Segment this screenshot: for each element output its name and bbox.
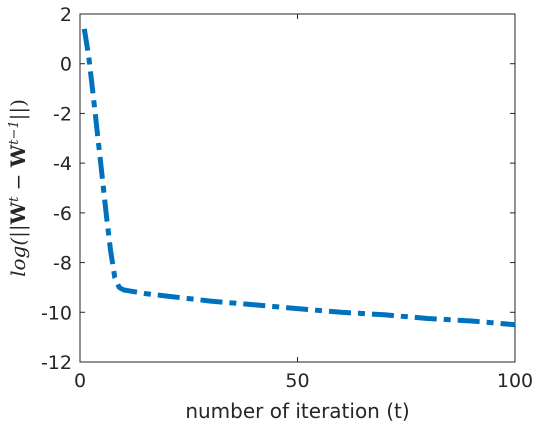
- y-tick-label: -10: [41, 302, 72, 324]
- y-tick-label: 0: [60, 54, 72, 76]
- y-label-w2: W: [6, 144, 30, 168]
- y-tick-label: -6: [53, 203, 72, 225]
- series-line: [81, 28, 516, 328]
- y-label-sup2: t−1: [7, 120, 22, 144]
- y-axis-ticks: 2 0 -2 -4 -6 -8 -10 -12: [41, 4, 515, 374]
- y-tick-label: -2: [53, 103, 72, 125]
- y-label-minus: −: [6, 167, 30, 196]
- y-tick-label: -12: [41, 352, 72, 374]
- y-tick-label: 2: [60, 4, 72, 26]
- y-label-sup1: t: [7, 196, 22, 202]
- x-axis-label: number of iteration (t): [185, 399, 409, 423]
- y-label-w1: W: [6, 201, 30, 225]
- x-tick-label: 0: [74, 370, 86, 392]
- series-layer: [81, 28, 516, 328]
- x-tick-label: 100: [497, 370, 533, 392]
- y-label-suffix: ||): [6, 99, 31, 120]
- y-axis-label: log(||Wt − Wt−1||): [6, 99, 31, 277]
- y-tick-label: -8: [53, 253, 72, 275]
- x-axis-ticks: 0 50 100: [74, 14, 533, 392]
- y-tick-label: -4: [53, 153, 72, 175]
- y-label-prefix: log(||: [6, 224, 31, 277]
- x-tick-label: 50: [285, 370, 309, 392]
